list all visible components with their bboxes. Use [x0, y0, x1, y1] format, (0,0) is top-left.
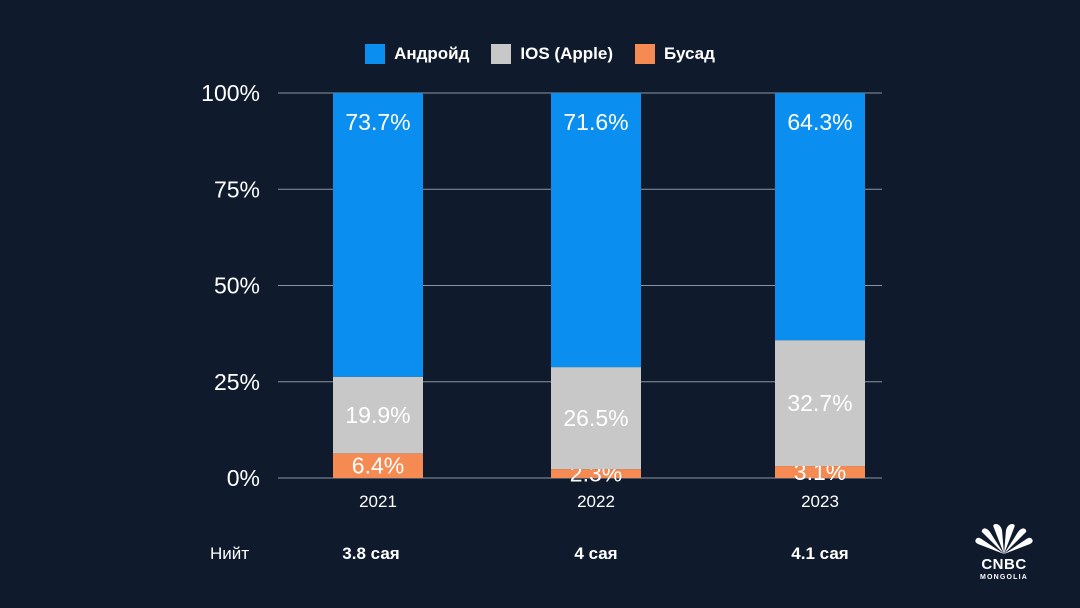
bar-segment	[333, 453, 423, 478]
legend-item-other: Бусад	[634, 44, 715, 64]
total-value-2021: 3.8 сая	[342, 544, 400, 563]
x-tick-label: 2022	[577, 492, 615, 511]
legend-label-android: Андройд	[394, 44, 470, 63]
legend-item-ios: IOS (Apple)	[491, 44, 613, 64]
legend-item-android: Андройд	[365, 44, 469, 64]
legend-swatch-other	[634, 44, 655, 64]
total-value-2023: 4.1 сая	[791, 544, 849, 563]
chart-legend: Андройд IOS (Apple) Бусад	[0, 44, 1080, 64]
x-tick-label: 2021	[359, 492, 397, 511]
bar-segment	[333, 93, 423, 377]
bar-segment	[551, 93, 641, 368]
data-label: 73.7%	[345, 109, 410, 135]
data-label: 64.3%	[787, 109, 852, 135]
bar-segment	[551, 469, 641, 478]
totals-label: Нийт	[210, 544, 250, 563]
data-label: 6.4%	[352, 453, 404, 479]
logo-subtitle: MONGOLIA	[979, 574, 1029, 581]
bar-segment	[333, 376, 423, 454]
total-value-2022: 4 сая	[574, 544, 618, 563]
y-tick-label: 75%	[214, 176, 260, 202]
peacock-icon	[975, 524, 1033, 554]
logo-wordmark: CNBC	[981, 556, 1027, 573]
bar-segment	[775, 466, 865, 478]
legend-swatch-ios	[491, 44, 512, 64]
legend-label-ios: IOS (Apple)	[520, 44, 613, 63]
data-label: 26.5%	[563, 405, 628, 431]
y-tick-label: 50%	[214, 273, 260, 299]
y-tick-label: 100%	[201, 80, 260, 106]
legend-swatch-android	[365, 44, 386, 64]
data-label: 19.9%	[345, 402, 410, 428]
data-label: 71.6%	[563, 109, 628, 135]
y-tick-label: 25%	[214, 369, 260, 395]
x-tick-label: 2023	[801, 492, 839, 511]
legend-label-other: Бусад	[663, 44, 715, 63]
data-label: 32.7%	[787, 390, 852, 416]
bar-segment	[551, 367, 641, 470]
bar-segment	[775, 93, 865, 341]
bar-segment	[775, 340, 865, 467]
y-tick-label: 0%	[227, 465, 260, 491]
